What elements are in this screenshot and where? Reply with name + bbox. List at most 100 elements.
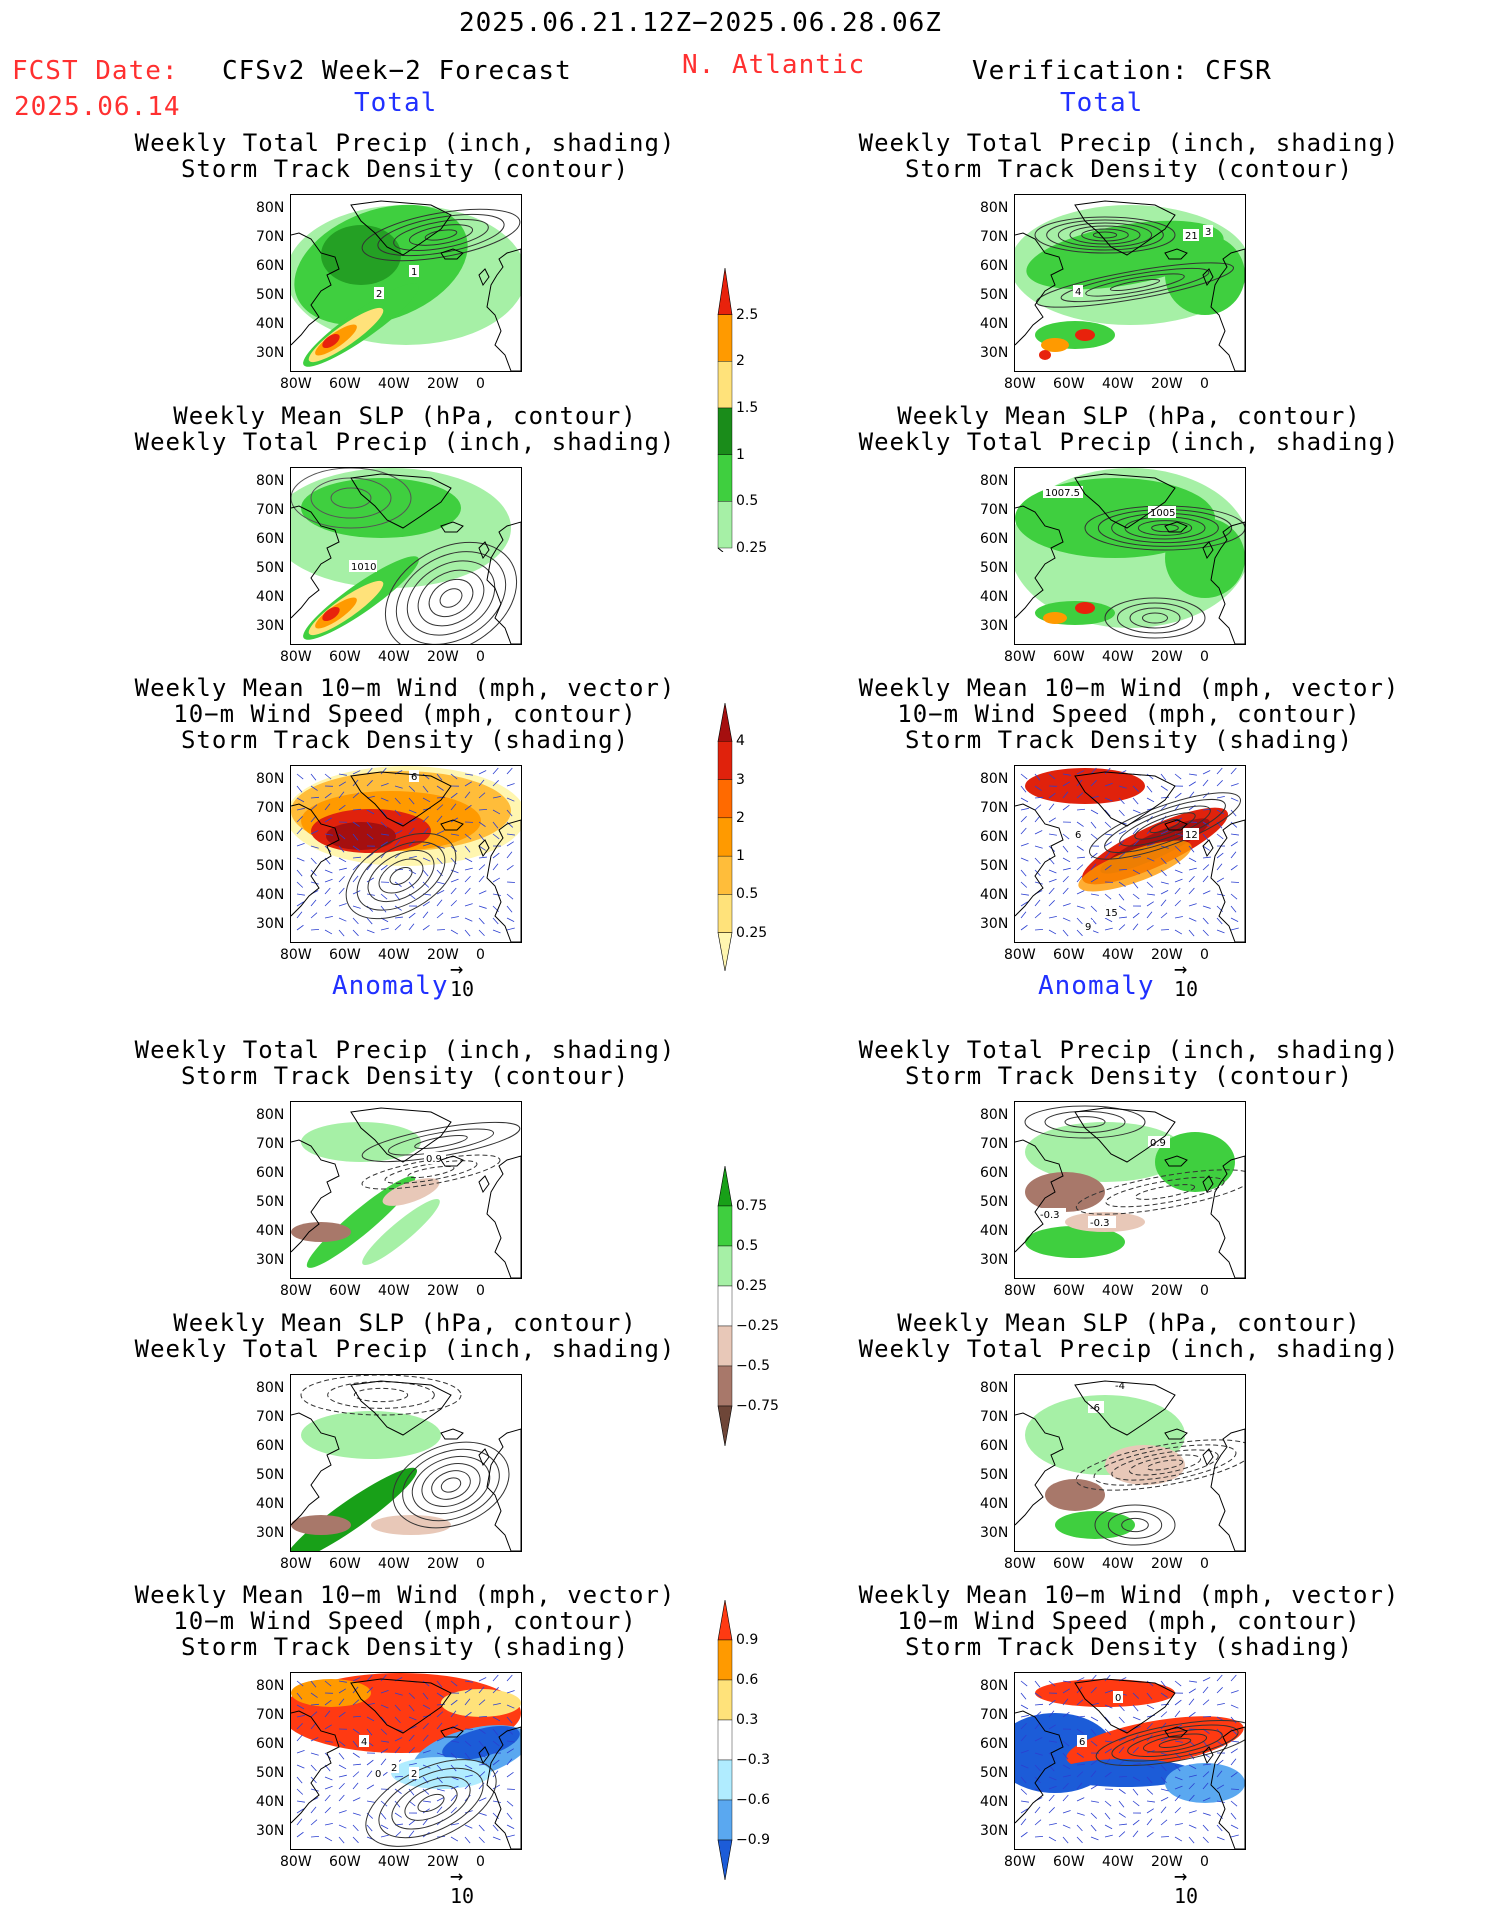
fc-anom-precip-map-plot: 0.9 bbox=[291, 1107, 521, 1278]
vf-anom-wind-title-line: Storm Track Density (shading) bbox=[904, 1633, 1354, 1661]
vf-anom-precip-map: 0.9 -0.3 -0.3 bbox=[1014, 1101, 1246, 1279]
lon-tick-label: 80W bbox=[280, 1283, 312, 1299]
vector-reference: → 10 bbox=[1174, 957, 1199, 1002]
vf-total-slp-title-line: Weekly Mean SLP (hPa, contour) bbox=[897, 402, 1361, 430]
vf-total-slp-map: 1007.5 1005 bbox=[1014, 467, 1246, 645]
lon-tick-label: 0 bbox=[476, 649, 485, 665]
lon-tick-label: 0 bbox=[1200, 1854, 1209, 1870]
vector-reference: → 10 bbox=[450, 957, 474, 1002]
contour-label: 4 bbox=[361, 1737, 367, 1748]
colorbar-tick-label: 0.25 bbox=[736, 540, 768, 556]
colorbar-swatch bbox=[717, 932, 733, 972]
colorbar-swatch bbox=[717, 268, 733, 315]
lat-tick-label: 50N bbox=[980, 560, 1009, 576]
vf-total-wind-map-plot: 6 12 15 9 bbox=[1015, 767, 1245, 942]
lon-tick-label: 60W bbox=[329, 1854, 361, 1870]
vf-total-precip-title: Weekly Total Precip (inch, shading) Storm… bbox=[829, 130, 1429, 182]
colorbar-tick-label: −0.25 bbox=[736, 1318, 779, 1334]
lon-tick-label: 80W bbox=[1004, 1556, 1036, 1572]
lon-tick-label: 20W bbox=[1151, 1556, 1183, 1572]
lat-tick-label: 80N bbox=[980, 1380, 1009, 1396]
vf-anom-precip-title-line: Weekly Total Precip (inch, shading) bbox=[858, 1036, 1400, 1064]
contour-label: 6 bbox=[1075, 830, 1081, 841]
lon-tick-label: 40W bbox=[1102, 947, 1134, 963]
colorbar-swatch bbox=[717, 361, 733, 409]
colorbar-tick-label: 0.25 bbox=[736, 924, 768, 941]
lat-tick-label: 60N bbox=[980, 1165, 1009, 1181]
vf-anom-wind-title-line: 10−m Wind Speed (mph, contour) bbox=[897, 1607, 1361, 1635]
lon-tick-label: 0 bbox=[1200, 947, 1209, 963]
contour-label: 21 bbox=[1185, 231, 1198, 242]
lat-tick-label: 50N bbox=[256, 560, 285, 576]
lat-tick-label: 30N bbox=[980, 345, 1009, 361]
vf-total-slp-map-plot: 1007.5 1005 bbox=[1015, 468, 1245, 644]
contour-label: 15 bbox=[1105, 908, 1118, 919]
vf-total-slp-title: Weekly Mean SLP (hPa, contour) Weekly Tot… bbox=[829, 403, 1429, 455]
colorbar-anom-precip bbox=[717, 1166, 733, 1447]
lat-tick-label: 60N bbox=[980, 829, 1009, 845]
colorbar-tick-label: −0.3 bbox=[736, 1752, 770, 1768]
lon-tick-label: 40W bbox=[1102, 1556, 1134, 1572]
colorbar-swatch bbox=[717, 1205, 733, 1247]
lon-tick-label: 80W bbox=[280, 947, 312, 963]
fc-anom-slp-map-plot bbox=[291, 1375, 521, 1551]
colorbar-tick-label: −0.5 bbox=[736, 1358, 770, 1374]
colorbar-swatch bbox=[717, 1365, 733, 1407]
lat-tick-label: 70N bbox=[980, 1136, 1009, 1152]
lon-tick-label: 40W bbox=[378, 947, 410, 963]
colorbar-swatch bbox=[717, 407, 733, 455]
colorbar-swatch bbox=[717, 1405, 733, 1447]
colorbar-tick-label: −0.75 bbox=[736, 1398, 779, 1414]
colorbar-swatch bbox=[717, 1285, 733, 1327]
fc-total-slp-title-line: Weekly Total Precip (inch, shading) bbox=[134, 428, 676, 456]
vf-total-precip-map: 21 3 4 bbox=[1014, 194, 1246, 372]
colorbar-swatch bbox=[717, 703, 733, 742]
contour-label: 0 bbox=[375, 1769, 381, 1780]
colorbar-swatch bbox=[717, 1719, 733, 1761]
colorbar-total-precip bbox=[717, 268, 733, 552]
lat-tick-label: 60N bbox=[256, 1438, 285, 1454]
fc-anom-slp-map bbox=[290, 1374, 522, 1552]
colorbar-swatch bbox=[717, 314, 733, 362]
fc-total-wind-title-line: Storm Track Density (shading) bbox=[180, 726, 630, 754]
colorbar-tick-label: 0.25 bbox=[736, 1278, 768, 1294]
lat-tick-label: 70N bbox=[980, 229, 1009, 245]
lon-tick-label: 60W bbox=[329, 649, 361, 665]
lat-tick-label: 50N bbox=[256, 1194, 285, 1210]
colorbar-swatch bbox=[717, 501, 733, 549]
colorbar-swatch bbox=[717, 779, 733, 819]
lat-tick-label: 50N bbox=[980, 858, 1009, 874]
lat-tick-label: 30N bbox=[256, 1525, 285, 1541]
fc-anom-precip-map: 0.9 bbox=[290, 1101, 522, 1279]
contour-label: 2 bbox=[376, 289, 382, 300]
lon-tick-label: 20W bbox=[427, 1854, 459, 1870]
colorbar-tick-label: 2 bbox=[736, 809, 745, 826]
lon-tick-label: 0 bbox=[476, 1283, 485, 1299]
colorbar-tick-label: 0.6 bbox=[736, 1672, 759, 1688]
verification-title: Verification: CFSR bbox=[972, 56, 1272, 86]
colorbar-anom-storm bbox=[717, 1600, 733, 1881]
vf-anom-slp-title: Weekly Mean SLP (hPa, contour) Weekly Tot… bbox=[829, 1310, 1429, 1362]
lat-tick-label: 30N bbox=[256, 916, 285, 932]
vector-reference-value: 10 bbox=[1174, 977, 1199, 1001]
lat-tick-label: 50N bbox=[256, 1765, 285, 1781]
contour-label: -6 bbox=[1090, 1403, 1100, 1414]
fc-total-wind-title-line: Weekly Mean 10−m Wind (mph, vector) bbox=[134, 674, 676, 702]
vf-anom-slp-title-line: Weekly Total Precip (inch, shading) bbox=[858, 1335, 1400, 1363]
vector-arrow-icon: → bbox=[1174, 957, 1188, 982]
fc-anom-wind-map-plot: 420 2 bbox=[291, 1673, 521, 1849]
fc-total-precip-title-line: Storm Track Density (contour) bbox=[180, 155, 630, 183]
lon-tick-label: 80W bbox=[1004, 649, 1036, 665]
vector-arrow-icon: → bbox=[450, 957, 464, 982]
lat-tick-label: 30N bbox=[980, 618, 1009, 634]
vf-total-wind-map: 6 12 15 9 bbox=[1014, 765, 1246, 943]
colorbar-tick-label: 1.5 bbox=[736, 400, 759, 416]
lat-tick-label: 50N bbox=[256, 858, 285, 874]
lon-tick-label: 20W bbox=[1151, 376, 1183, 392]
contour-label: 0.9 bbox=[1150, 1138, 1166, 1149]
lon-tick-label: 60W bbox=[1053, 1283, 1085, 1299]
lat-tick-label: 60N bbox=[256, 1736, 285, 1752]
lat-tick-label: 40N bbox=[256, 1223, 285, 1239]
